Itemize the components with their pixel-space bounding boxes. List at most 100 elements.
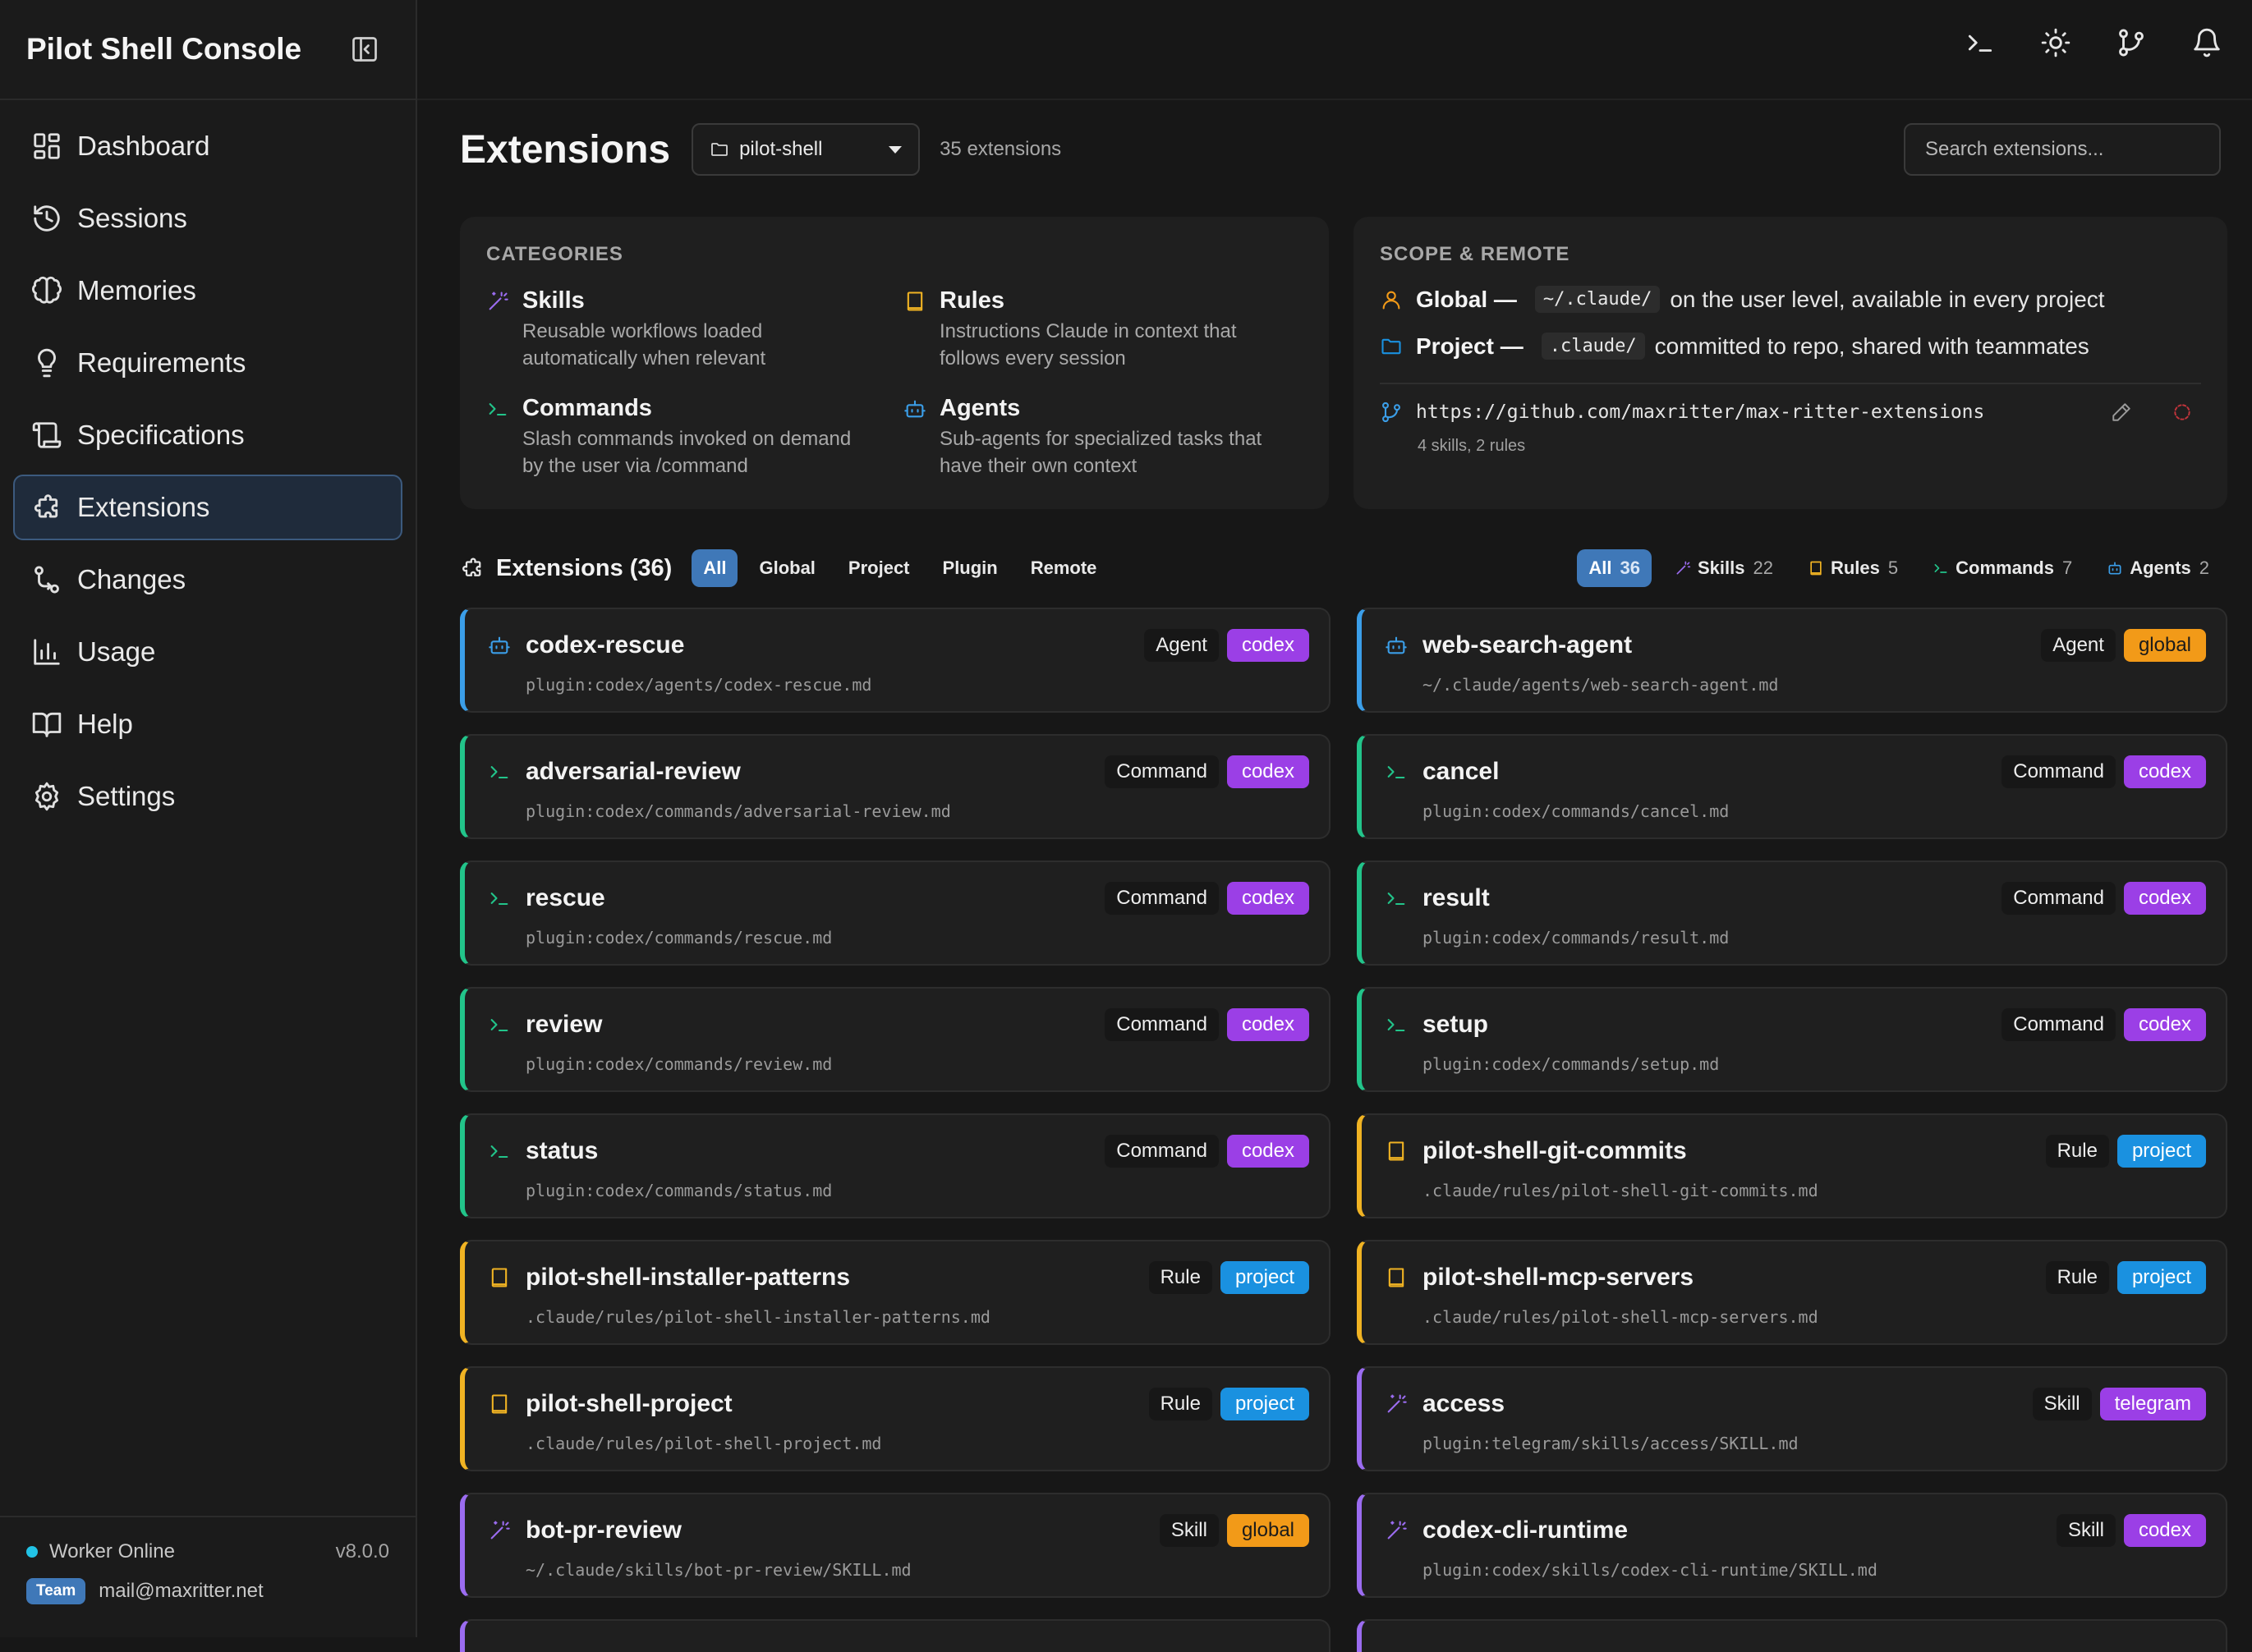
type-filter-label: All [1588, 558, 1612, 578]
divider [1380, 383, 2201, 384]
extension-path: plugin:codex/agents/codex-rescue.md [526, 675, 872, 695]
category-rules: Rules Instructions Claude in context that… [903, 287, 1298, 372]
type-filter-count: 22 [1753, 558, 1773, 578]
sidebar-item-memories[interactable]: Memories [13, 258, 402, 324]
sidebar-nav: Dashboard Sessions Memories Requirements… [0, 100, 416, 849]
type-badge: Rule [2045, 1135, 2109, 1168]
project-select[interactable]: pilot-shell [692, 123, 921, 176]
terminal-icon [488, 1140, 526, 1163]
type-filter-all[interactable]: All 36 [1577, 549, 1652, 587]
sidebar-item-help[interactable]: Help [13, 691, 402, 757]
collapse-sidebar-icon[interactable] [350, 34, 379, 64]
category-name: Skills [522, 287, 585, 314]
sidebar-item-sessions[interactable]: Sessions [13, 186, 402, 251]
git-branch-icon[interactable] [2116, 27, 2147, 58]
sidebar-item-extensions[interactable]: Extensions [13, 475, 402, 540]
extension-card-web-search-agent[interactable]: web-search-agent Agent global ~/.claude/age… [1357, 608, 2227, 713]
extension-path: plugin:codex/commands/result.md [1422, 928, 1730, 948]
type-filter-label: Skills [1698, 558, 1745, 578]
app-title: Pilot Shell Console [26, 32, 302, 66]
extension-path: plugin:codex/commands/status.md [526, 1181, 833, 1200]
remote-summary: 4 skills, 2 rules [1418, 437, 1526, 455]
scope-filter-global[interactable]: Global [759, 558, 816, 578]
git-branch-icon [1380, 401, 1416, 424]
extension-card-pilot-shell-git-commits[interactable]: pilot-shell-git-commits Rule project .claud… [1357, 1113, 2227, 1218]
extension-card-setup[interactable]: setup Command codex plugin:codex/commands/s… [1357, 987, 2227, 1092]
type-badge: Skill [1159, 1514, 1219, 1547]
terminal-icon [488, 1013, 526, 1036]
extension-card-access[interactable]: access Skill telegram plugin:telegram/skill… [1357, 1366, 2227, 1471]
extension-name: codex-cli-runtime [1422, 1517, 1629, 1544]
scroll-icon [32, 422, 62, 448]
extension-card-codex-cli-runtime[interactable]: codex-cli-runtime Skill codex plugin:codex/… [1357, 1493, 2227, 1598]
scope-path: .claude/ [1541, 333, 1645, 360]
plan-badge: Team [26, 1578, 86, 1604]
sidebar-item-label: Memories [77, 275, 196, 305]
extension-name: pilot-shell-installer-patterns [526, 1264, 851, 1291]
bar-chart-icon [34, 639, 60, 665]
sidebar-item-specifications[interactable]: Specifications [13, 402, 402, 468]
type-filter-label: Agents [2130, 558, 2191, 578]
sidebar-item-label: Changes [77, 564, 186, 594]
extension-card-status[interactable]: status Command codex plugin:codex/commands/… [460, 1113, 1331, 1218]
extension-name: status [526, 1137, 599, 1164]
source-badge: codex [1226, 882, 1309, 915]
search-input[interactable] [1904, 123, 2221, 176]
sidebar-item-label: Sessions [77, 203, 187, 233]
sun-icon[interactable] [2040, 27, 2071, 58]
terminal-icon[interactable] [1965, 27, 1996, 58]
scope-filter-project[interactable]: Project [848, 558, 910, 578]
extension-card-pilot-shell-mcp-servers[interactable]: pilot-shell-mcp-servers Rule project .claud… [1357, 1240, 2227, 1345]
source-badge: codex [2123, 1514, 2206, 1547]
type-badge: Rule [1148, 1261, 1212, 1294]
type-filter-skills[interactable]: Skills 22 [1663, 549, 1785, 587]
scope-filter-all[interactable]: All [692, 549, 738, 587]
sidebar-item-usage[interactable]: Usage [13, 619, 402, 685]
extension-card-adversarial-review[interactable]: adversarial-review Command codex plugin:cod… [460, 734, 1331, 839]
extension-path: .claude/rules/pilot-shell-git-commits.md [1422, 1181, 1818, 1200]
extensions-heading: Extensions (36) [496, 554, 673, 581]
book-icon [1385, 1140, 1422, 1163]
scope-filter-remote[interactable]: Remote [1030, 558, 1097, 578]
source-badge: global [2123, 629, 2206, 662]
type-badge: Command [2002, 1008, 2116, 1041]
bell-icon[interactable] [2191, 27, 2222, 58]
terminal-icon [1385, 1013, 1422, 1036]
sidebar-item-requirements[interactable]: Requirements [13, 330, 402, 396]
source-badge: project [1220, 1261, 1309, 1294]
panel-label: SCOPE & REMOTE [1380, 243, 1570, 265]
extension-card-partial[interactable] [1357, 1619, 2227, 1652]
scope-project: Project — .claude/ committed to repo, sh… [1380, 333, 2201, 360]
source-badge: project [2116, 1135, 2206, 1168]
page-title: Extensions [460, 127, 671, 172]
extension-card-pilot-shell-project[interactable]: pilot-shell-project Rule project .claude/ru… [460, 1366, 1331, 1471]
sidebar-item-dashboard[interactable]: Dashboard [13, 113, 402, 179]
extension-name: adversarial-review [526, 758, 741, 785]
scope-filter-plugin[interactable]: Plugin [942, 558, 998, 578]
type-filter-rules[interactable]: Rules 5 [1796, 549, 1910, 587]
extension-card-bot-pr-review[interactable]: bot-pr-review Skill global ~/.claude/skills… [460, 1493, 1331, 1598]
git-compare-icon [34, 566, 59, 594]
magic-wand-icon [489, 291, 508, 310]
unlink-icon[interactable] [2172, 402, 2193, 423]
scope-path: ~/.claude/ [1534, 286, 1661, 313]
extension-path: ~/.claude/agents/web-search-agent.md [1422, 675, 1779, 695]
extension-card-rescue[interactable]: rescue Command codex plugin:codex/commands/… [460, 860, 1331, 966]
folder-icon [711, 143, 728, 156]
type-filter-agents[interactable]: Agents 2 [2095, 549, 2221, 587]
project-select-value: pilot-shell [739, 138, 823, 160]
sidebar-item-settings[interactable]: Settings [13, 764, 402, 829]
scope-name: Global — [1416, 286, 1517, 312]
edit-pencil-icon[interactable] [2111, 402, 2132, 423]
sidebar-item-changes[interactable]: Changes [13, 547, 402, 613]
type-filter-count: 5 [1887, 558, 1899, 578]
extension-card-review[interactable]: review Command codex plugin:codex/commands/… [460, 987, 1331, 1092]
extension-card-cancel[interactable]: cancel Command codex plugin:codex/commands/… [1357, 734, 2227, 839]
type-filter-commands[interactable]: Commands 7 [1921, 549, 2084, 587]
extension-card-partial[interactable] [460, 1619, 1331, 1652]
extension-card-pilot-shell-installer-patterns[interactable]: pilot-shell-installer-patterns Rule projec… [460, 1240, 1331, 1345]
extension-card-codex-rescue[interactable]: codex-rescue Agent codex plugin:codex/agent… [460, 608, 1331, 713]
extension-name: access [1422, 1390, 1505, 1417]
extension-card-result[interactable]: result Command codex plugin:codex/commands/… [1357, 860, 2227, 966]
brain-icon [32, 276, 62, 304]
